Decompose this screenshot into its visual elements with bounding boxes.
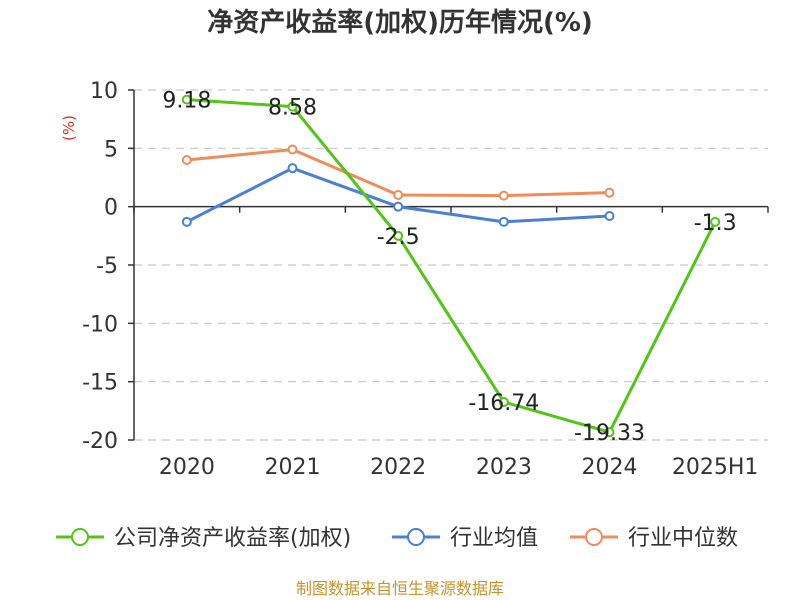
data-point <box>393 190 404 200</box>
data-point <box>710 216 721 227</box>
data-point <box>393 201 404 212</box>
legend: 公司净资产收益率(加权) 行业均值 行业中位数 <box>56 526 738 551</box>
series-lines <box>181 94 721 438</box>
x-tick-label: 2022 <box>370 455 426 480</box>
source-note: 制图数据来自恒生聚源数据库 <box>296 579 504 598</box>
series-1 <box>181 94 721 438</box>
data-point <box>498 216 509 227</box>
y-tick-label: -15 <box>82 371 118 396</box>
data-label: 9.18 <box>162 89 211 114</box>
legend-marker-icon <box>71 528 89 546</box>
data-point <box>287 144 298 155</box>
grid-lines <box>134 89 768 441</box>
x-tick-label: 2024 <box>582 455 638 480</box>
data-labels: 9.18 8.58 -2.5 -16.74 -19.33 -1.3 <box>162 89 736 447</box>
tick-labels: 10 5 0 -5 -10 -15 -20 2020 2021 2022 2023 2024 2025H… <box>82 79 758 480</box>
series-3 <box>181 144 615 201</box>
data-point <box>604 187 615 198</box>
legend-label: 公司净资产收益率(加权) <box>114 526 351 551</box>
data-label: -1.3 <box>694 211 737 236</box>
x-tick-label: 2025H1 <box>672 455 759 480</box>
data-label: -2.5 <box>377 225 420 250</box>
series-line <box>186 98 717 434</box>
data-point <box>287 163 298 174</box>
data-point <box>287 101 298 112</box>
data-point <box>181 216 192 227</box>
y-tick-label: -10 <box>82 312 118 337</box>
y-tick-label: 10 <box>90 79 118 104</box>
legend-marker-icon <box>407 528 425 546</box>
y-tick-label: 5 <box>104 137 118 162</box>
legend-label: 行业均值 <box>450 526 538 551</box>
legend-item-1[interactable]: 公司净资产收益率(加权) <box>56 526 351 551</box>
series-2 <box>181 163 615 227</box>
data-label: 8.58 <box>268 96 317 121</box>
data-point <box>604 211 615 221</box>
data-point <box>604 427 615 438</box>
x-tick-label: 2021 <box>265 455 321 480</box>
y-tick-label: -5 <box>96 254 118 279</box>
data-point <box>498 396 509 407</box>
chart-title: 净资产收益率(加权)历年情况(%) <box>207 7 593 38</box>
legend-item-2[interactable]: 行业均值 <box>392 526 538 551</box>
data-point <box>181 155 192 165</box>
data-point <box>393 230 404 241</box>
axes <box>128 89 769 441</box>
data-label: -19.33 <box>574 421 645 446</box>
data-point <box>181 94 192 105</box>
x-tick-label: 2023 <box>476 455 532 480</box>
data-label: -16.74 <box>468 391 539 416</box>
x-tick-label: 2020 <box>159 455 215 480</box>
legend-label: 行业中位数 <box>628 526 738 551</box>
legend-item-3[interactable]: 行业中位数 <box>570 526 738 551</box>
y-axis-label: (%) <box>60 115 78 141</box>
y-tick-label: -20 <box>82 429 118 454</box>
y-tick-label: 0 <box>104 196 118 221</box>
legend-marker-icon <box>585 528 603 546</box>
data-point <box>498 190 509 201</box>
